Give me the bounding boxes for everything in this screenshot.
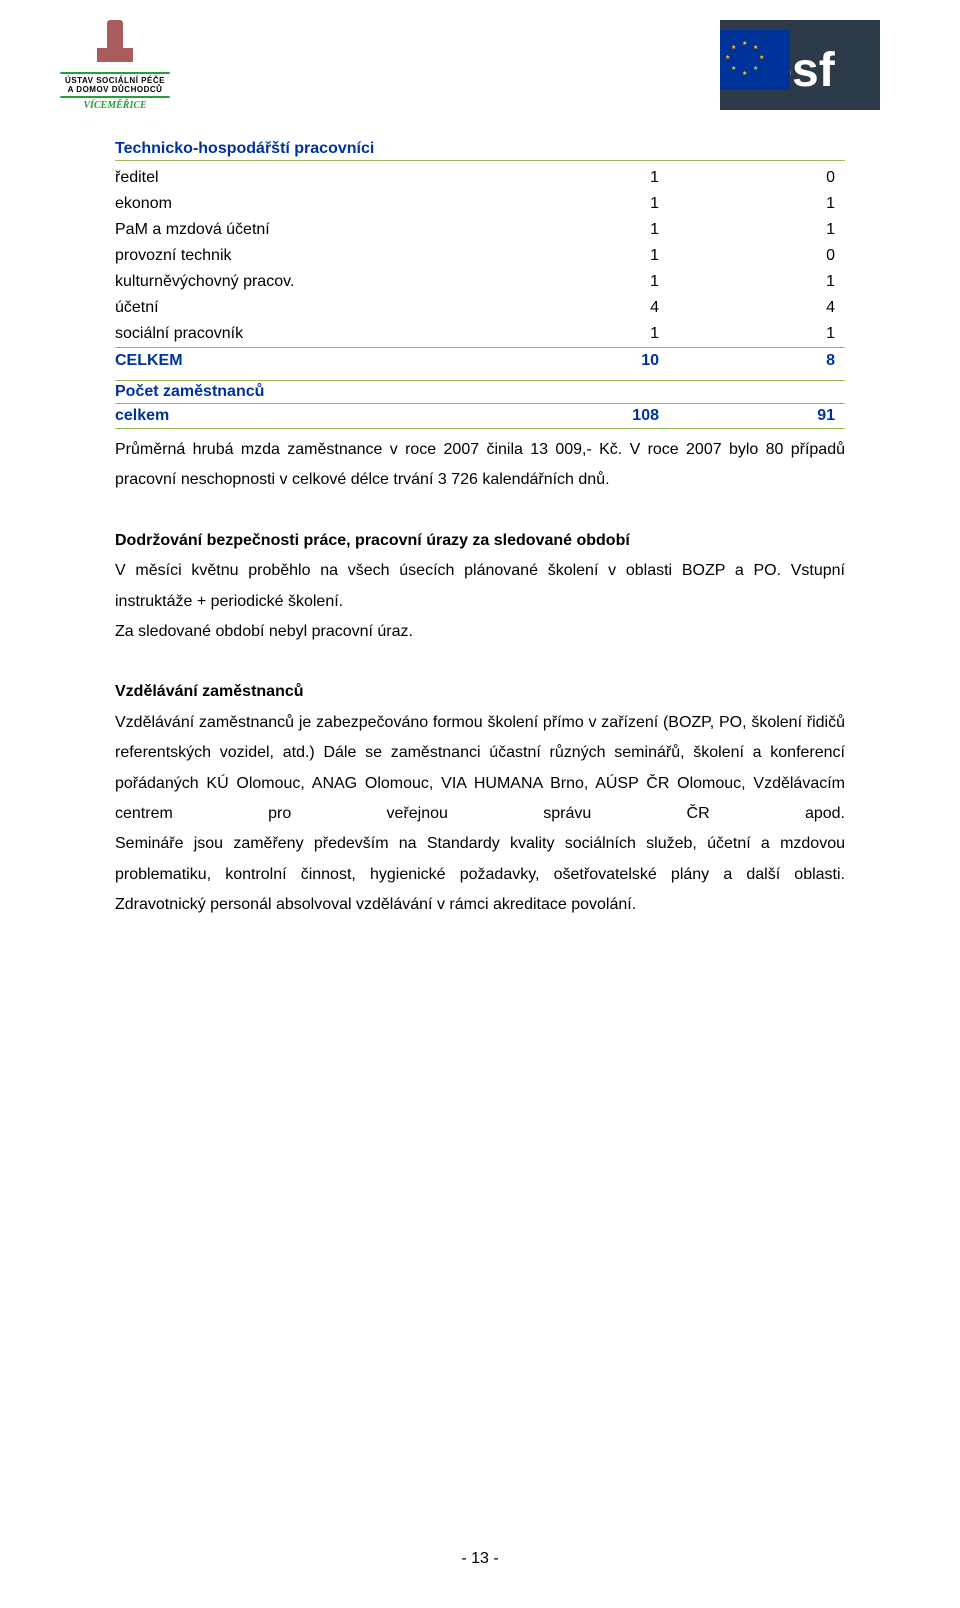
employee-count-c2: 91 [699, 404, 845, 428]
row-label: PaM a mzdová účetní [115, 217, 553, 243]
page-header: ÚSTAV SOCIÁLNÍ PÉČE A DOMOV DŮCHODCŮ VÍC… [0, 0, 960, 130]
row-c1: 1 [553, 217, 699, 243]
table-row: sociální pracovník11 [115, 321, 845, 348]
paragraph-safety-2: Za sledované období nebyl pracovní úraz. [115, 617, 845, 647]
esf-logo: ★ ★ ★ ★ ★ ★ ★ ★ esf [720, 20, 880, 110]
heading-training: Vzdělávání zaměstnanců [115, 677, 845, 707]
row-c2: 0 [699, 243, 845, 269]
employee-count-table: celkem 108 91 [115, 404, 845, 428]
table-row: PaM a mzdová účetní11 [115, 217, 845, 243]
page-content: Technicko-hospodářští pracovníci ředitel… [0, 130, 960, 920]
row-c1: 4 [553, 295, 699, 321]
row-label: kulturněvýchovný pracov. [115, 269, 553, 295]
staff-table: ředitel10ekonom11PaM a mzdová účetní11pr… [115, 165, 845, 374]
paragraph-safety: V měsíci květnu proběhlo na všech úsecíc… [115, 556, 845, 617]
row-c2: 1 [699, 269, 845, 295]
row-label: sociální pracovník [115, 321, 553, 348]
row-c2: 1 [699, 321, 845, 348]
row-c1: 1 [553, 165, 699, 191]
table-row: účetní44 [115, 295, 845, 321]
employee-count-c1: 108 [553, 404, 699, 428]
table-row: kulturněvýchovný pracov.11 [115, 269, 845, 295]
eu-flag-icon: ★ ★ ★ ★ ★ ★ ★ ★ [720, 30, 790, 90]
heading-safety: Dodržování bezpečnosti práce, pracovní ú… [115, 526, 845, 556]
table-row: ředitel10 [115, 165, 845, 191]
row-c2: 4 [699, 295, 845, 321]
row-c2: 0 [699, 165, 845, 191]
tower-icon [90, 20, 140, 70]
org-logo: ÚSTAV SOCIÁLNÍ PÉČE A DOMOV DŮCHODCŮ VÍC… [60, 20, 170, 130]
row-c1: 1 [553, 243, 699, 269]
total-col1: 10 [553, 348, 699, 375]
employee-count-label: celkem [115, 404, 553, 428]
employee-count-row: celkem 108 91 [115, 404, 845, 428]
employee-count-heading: Počet zaměstnanců [115, 380, 845, 404]
logo-text-2: A DOMOV DŮCHODCŮ [68, 85, 163, 94]
section-title-staff: Technicko-hospodářští pracovníci [115, 140, 845, 161]
row-c1: 1 [553, 191, 699, 217]
row-c1: 1 [553, 269, 699, 295]
paragraph-wage: Průměrná hrubá mzda zaměstnance v roce 2… [115, 435, 845, 496]
row-label: provozní technik [115, 243, 553, 269]
total-col2: 8 [699, 348, 845, 375]
paragraph-training-1: Vzdělávání zaměstnanců je zabezpečováno … [115, 708, 845, 830]
row-label: účetní [115, 295, 553, 321]
paragraph-training-2: Semináře jsou zaměřeny především na Stan… [115, 829, 845, 920]
table-row: ekonom11 [115, 191, 845, 217]
row-label: ředitel [115, 165, 553, 191]
row-label: ekonom [115, 191, 553, 217]
row-c1: 1 [553, 321, 699, 348]
logo-text-3: VÍCEMĚŘICE [83, 100, 146, 111]
table-row: provozní technik10 [115, 243, 845, 269]
logo-text-1: ÚSTAV SOCIÁLNÍ PÉČE [65, 76, 165, 85]
total-label: CELKEM [115, 348, 553, 375]
row-c2: 1 [699, 217, 845, 243]
staff-total-row: CELKEM 10 8 [115, 348, 845, 375]
page-number: - 13 - [0, 1550, 960, 1568]
row-c2: 1 [699, 191, 845, 217]
header-right-logos: ★ ★ ★ ★ ★ ★ ★ ★ esf [720, 20, 880, 130]
